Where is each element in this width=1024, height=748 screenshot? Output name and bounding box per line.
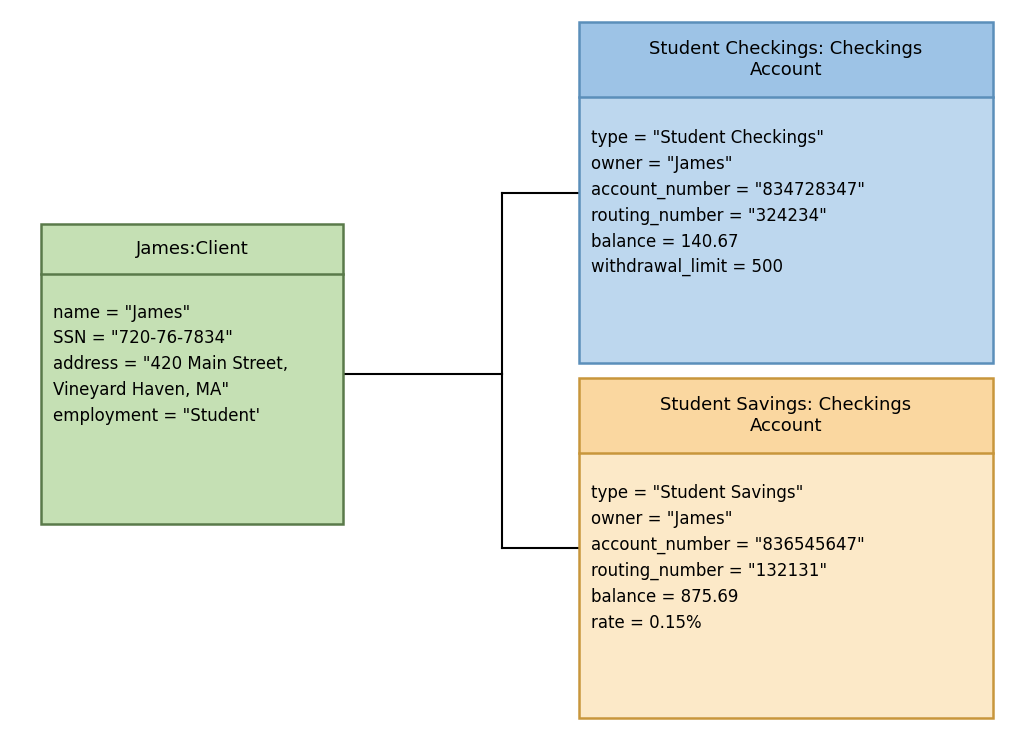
Text: James:Client: James:Client <box>135 240 249 258</box>
Bar <box>579 22 993 97</box>
Text: type = "Student Savings"
owner = "James"
account_number = "836545647"
routing_nu: type = "Student Savings" owner = "James"… <box>591 485 864 631</box>
Text: Student Savings: Checkings
Account: Student Savings: Checkings Account <box>660 396 911 435</box>
Bar <box>579 97 993 363</box>
Bar <box>579 22 993 363</box>
Bar <box>579 453 993 718</box>
Bar <box>41 224 343 524</box>
Bar <box>41 224 343 274</box>
Bar <box>41 274 343 524</box>
Text: type = "Student Checkings"
owner = "James"
account_number = "834728347"
routing_: type = "Student Checkings" owner = "Jame… <box>591 129 865 277</box>
Bar <box>579 378 993 453</box>
Text: name = "James"
SSN = "720-76-7834"
address = "420 Main Street,
Vineyard Haven, M: name = "James" SSN = "720-76-7834" addre… <box>53 304 289 425</box>
Text: Student Checkings: Checkings
Account: Student Checkings: Checkings Account <box>649 40 923 79</box>
Bar <box>579 378 993 718</box>
